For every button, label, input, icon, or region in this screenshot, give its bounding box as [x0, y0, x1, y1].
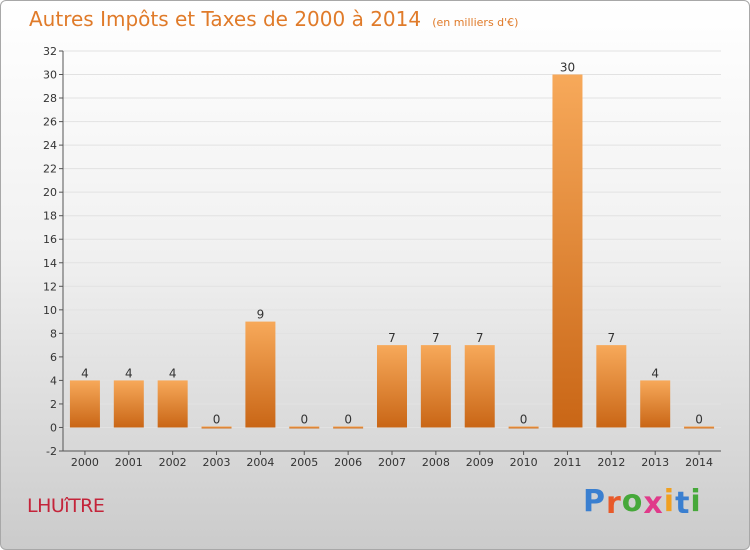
x-tick-label-2012: 2012: [597, 456, 625, 469]
x-tick-label-2014: 2014: [685, 456, 713, 469]
brand-letter: i: [663, 484, 676, 519]
bar-2009: [464, 345, 495, 428]
x-tick-label-2000: 2000: [71, 456, 99, 469]
brand-letter: i: [690, 484, 702, 519]
bar-2003: [201, 426, 232, 429]
y-tick-label: 14: [43, 257, 57, 270]
y-tick-label: 26: [43, 116, 57, 129]
y-tick-label: 20: [43, 186, 57, 199]
bar-2014: [684, 426, 715, 429]
x-tick-label-2003: 2003: [203, 456, 231, 469]
y-tick-label: 8: [50, 327, 57, 340]
data-label-2002: 4: [169, 366, 177, 380]
bar-2012: [596, 345, 627, 428]
y-tick-label: 28: [43, 92, 57, 105]
brand-letter: P: [583, 484, 606, 519]
data-label-2009: 7: [476, 331, 484, 345]
data-label-2005: 0: [300, 412, 308, 426]
y-tick-label: 12: [43, 280, 57, 293]
bar-2002: [157, 380, 188, 428]
place-name: LHUîTRE: [27, 495, 105, 517]
data-label-2004: 9: [257, 308, 265, 322]
brand-letter: x: [643, 486, 664, 521]
x-tick-label-2005: 2005: [290, 456, 318, 469]
data-label-2010: 0: [520, 412, 528, 426]
x-tick-label-2008: 2008: [422, 456, 450, 469]
data-label-2008: 7: [432, 331, 440, 345]
data-label-2011: 30: [560, 61, 575, 75]
y-tick-label: 2: [50, 398, 57, 411]
bar-2011: [552, 74, 583, 428]
x-tick-label-2004: 2004: [246, 456, 274, 469]
data-label-2007: 7: [388, 331, 396, 345]
data-label-2006: 0: [344, 412, 352, 426]
bar-2005: [289, 426, 320, 429]
bar-2006: [333, 426, 364, 429]
y-tick-label: 16: [43, 233, 57, 246]
data-label-2001: 4: [125, 366, 133, 380]
bar-2013: [640, 380, 671, 428]
title-row: Autres Impôts et Taxes de 2000 à 2014 (e…: [29, 7, 518, 31]
brand-letter: r: [606, 486, 622, 521]
x-tick-label-2006: 2006: [334, 456, 362, 469]
bar-2008: [420, 345, 451, 428]
y-tick-label: 10: [43, 304, 57, 317]
y-tick-label: 30: [43, 69, 57, 82]
brand-logo: Proxiti: [583, 484, 702, 521]
bar-2000: [69, 380, 100, 428]
x-tick-label-2013: 2013: [641, 456, 669, 469]
data-label-2014: 0: [695, 412, 703, 426]
brand-letter: t: [675, 486, 691, 521]
x-tick-label-2002: 2002: [159, 456, 187, 469]
bar-2007: [377, 345, 407, 428]
y-tick-label: -2: [46, 445, 57, 458]
bar-2004: [245, 321, 276, 428]
data-label-2003: 0: [213, 412, 221, 426]
bar-2010: [508, 426, 539, 429]
data-label-2000: 4: [81, 366, 89, 380]
y-tick-label: 0: [50, 421, 57, 434]
data-label-2012: 7: [608, 331, 616, 345]
x-tick-label-2001: 2001: [115, 456, 143, 469]
x-tick-label-2011: 2011: [553, 456, 581, 469]
x-tick-label-2007: 2007: [378, 456, 406, 469]
x-tick-label-2009: 2009: [466, 456, 494, 469]
y-tick-label: 32: [43, 45, 57, 58]
data-label-2013: 4: [651, 366, 659, 380]
x-tick-label-2010: 2010: [510, 456, 538, 469]
chart-title: Autres Impôts et Taxes de 2000 à 2014: [29, 7, 422, 31]
y-tick-label: 6: [50, 351, 57, 364]
data-labels: 4 4 4 0 9 0 0 7 7 7 0 30 7 4 0: [81, 61, 703, 427]
y-tick-label: 18: [43, 210, 57, 223]
y-tick-label: 22: [43, 163, 57, 176]
chart-subtitle: (en milliers d'€): [432, 16, 519, 29]
bar-2001: [113, 380, 144, 428]
bars: [69, 74, 715, 429]
y-tick-label: 4: [50, 374, 57, 387]
y-tick-label: 24: [43, 139, 57, 152]
brand-letter: o: [621, 484, 644, 519]
grid-lines: [63, 50, 721, 452]
